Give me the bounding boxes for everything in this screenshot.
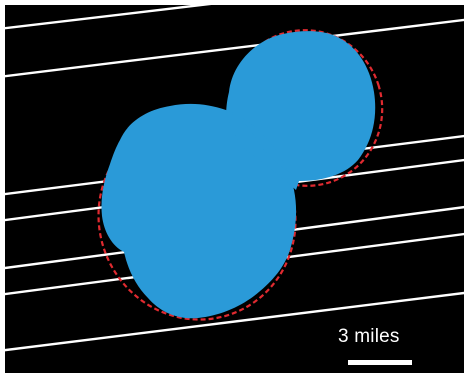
chord-line: [5, 18, 464, 78]
chord-line: [5, 291, 464, 352]
chord-line: [5, 5, 212, 30]
scale-bar-label: 3 miles: [338, 326, 400, 347]
occultation-scene: [5, 5, 464, 352]
image-frame: [5, 5, 464, 373]
scale-bar: [348, 360, 412, 365]
large-lobe: [101, 103, 297, 319]
chord-lines: [5, 5, 464, 352]
neck-fill: [226, 112, 300, 190]
object-silhouette: [101, 31, 376, 319]
